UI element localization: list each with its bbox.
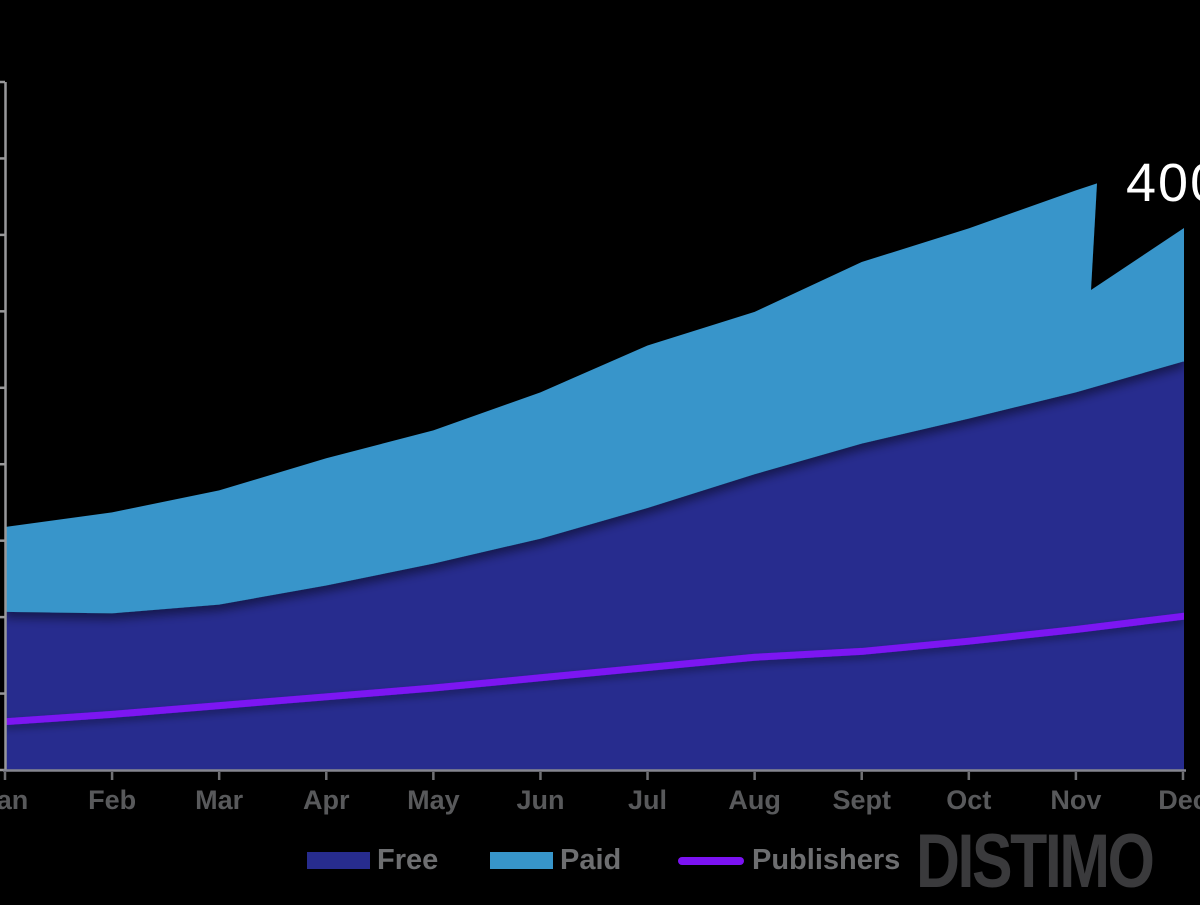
x-axis-label-dec: Dec (1158, 785, 1200, 815)
area-free (5, 361, 1184, 770)
legend-item-paid: Paid (490, 843, 650, 879)
x-axis-label-nov: Nov (1050, 785, 1101, 815)
legend-swatch-publishers-icon (678, 857, 744, 865)
x-axis-label-jul: Jul (628, 785, 667, 815)
x-axis-label-oct: Oct (946, 785, 991, 815)
callout-value: 400 (1126, 153, 1200, 213)
x-axis-label-may: May (407, 785, 460, 815)
legend-item-free: Free (307, 843, 477, 879)
legend-item-publishers: Publishers (678, 843, 908, 879)
legend-label-free: Free (377, 844, 439, 876)
legend-swatch-paid-icon (490, 852, 553, 869)
x-axis-label-mar: Mar (195, 785, 244, 815)
legend-label-publishers: Publishers (752, 844, 901, 876)
area-paid (5, 183, 1184, 614)
x-axis-label-apr: Apr (303, 785, 350, 815)
distimo-logo: DISTIMO (916, 819, 1155, 904)
x-axis-label-sept: Sept (832, 785, 891, 815)
x-axis-label-feb: Feb (88, 785, 136, 815)
x-axis-label-aug: Aug (728, 785, 780, 815)
x-axis-label-jan: Jan (0, 785, 28, 815)
legend: Free Paid Publishers (0, 843, 910, 879)
publishers-line (4, 612, 1187, 726)
legend-swatch-free-icon (307, 852, 370, 869)
legend-label-paid: Paid (560, 844, 622, 876)
x-axis-label-jun: Jun (516, 785, 564, 815)
